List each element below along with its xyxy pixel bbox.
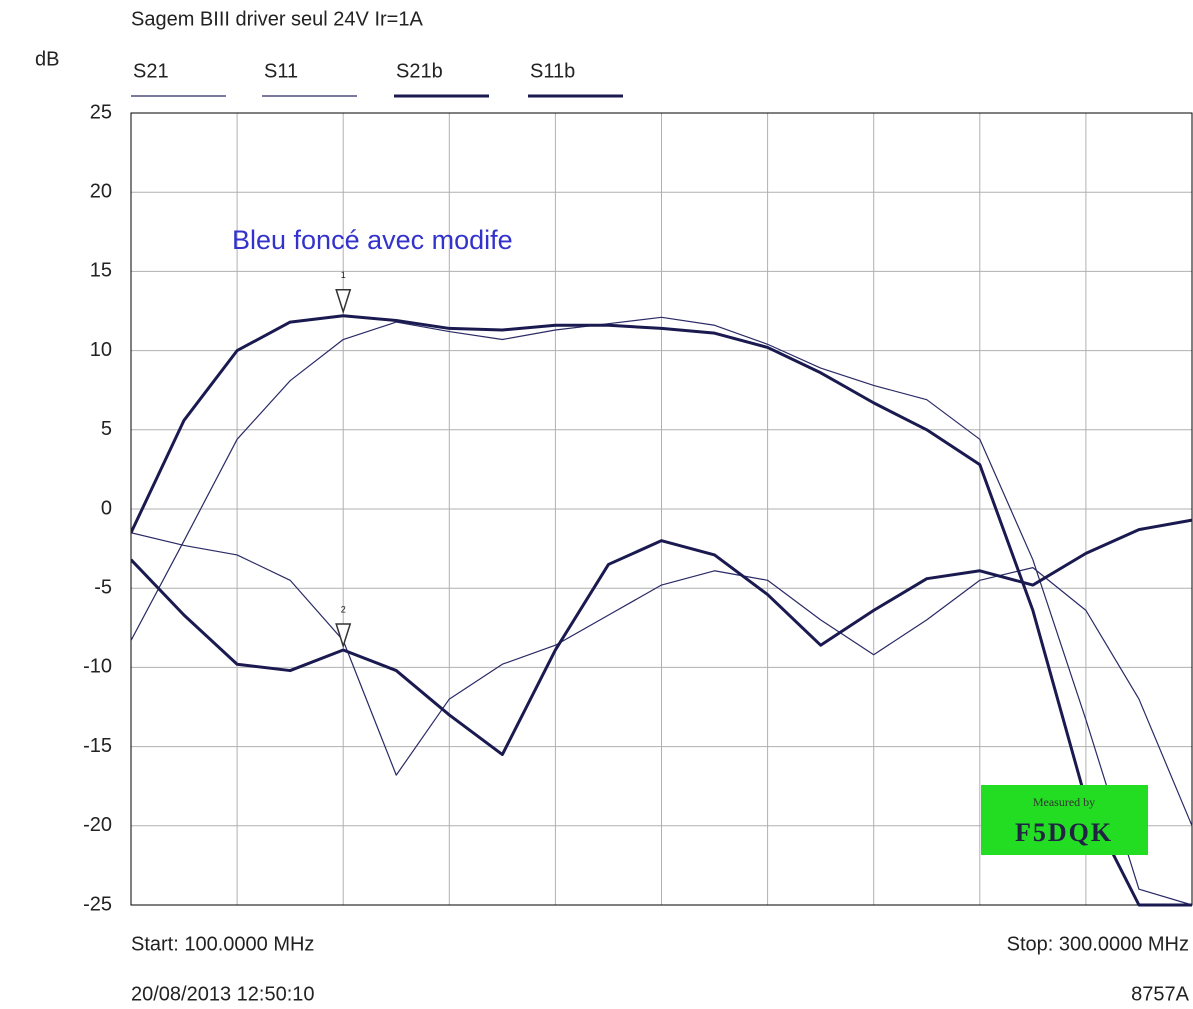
series-line	[131, 314, 1192, 907]
chart-title: Sagem BIII driver seul 24V Ir=1A	[131, 8, 423, 30]
y-tick-label: 20	[90, 180, 112, 202]
watermark-text: Measured by	[1033, 795, 1095, 809]
y-tick-label: -10	[83, 656, 112, 678]
legend-label: S21	[133, 60, 169, 82]
plot-frame	[130, 112, 1193, 906]
y-tick-label: 10	[90, 339, 112, 361]
y-tick-label: 0	[101, 497, 112, 519]
annotation: Bleu foncé avec modife	[232, 225, 513, 255]
legend-label: S21b	[396, 60, 443, 82]
stop-label: Stop: 300.0000 MHz	[1007, 933, 1189, 955]
marker-label: 2	[341, 604, 346, 614]
series-line	[131, 518, 1193, 757]
legend-label: S11	[264, 60, 298, 82]
series-line	[131, 316, 1193, 906]
marker-label: 1	[341, 270, 346, 280]
start-label: Start: 100.0000 MHz	[131, 933, 314, 955]
marker	[335, 623, 352, 649]
y-tick-label: -25	[83, 893, 112, 915]
instrument: 8757A	[1131, 983, 1189, 1005]
y-tick-label: -15	[83, 735, 112, 757]
y-tick-label: 15	[90, 260, 112, 282]
y-tick-label: 25	[90, 101, 112, 123]
y-axis-label: dB	[35, 48, 59, 70]
legend-label: S11b	[530, 60, 575, 82]
watermark-box	[981, 785, 1148, 855]
series-line	[131, 532, 1193, 827]
marker	[335, 289, 352, 315]
watermark-text: F5DQK	[1015, 818, 1113, 847]
timestamp: 20/08/2013 12:50:10	[131, 983, 315, 1005]
y-tick-label: -5	[94, 576, 112, 598]
y-tick-label: -20	[83, 814, 112, 836]
y-tick-label: 5	[101, 418, 112, 440]
